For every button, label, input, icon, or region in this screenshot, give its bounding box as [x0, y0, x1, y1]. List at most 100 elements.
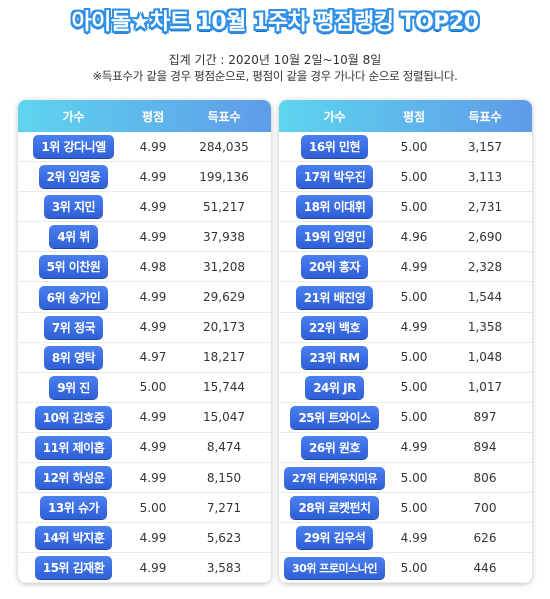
singer-rank-label: 12위 하성운	[34, 466, 113, 490]
singer-cell: 11위 제이홉	[18, 435, 129, 459]
singer-rank-label: 10위 김호중	[34, 405, 113, 429]
score-cell: 4.98	[139, 259, 167, 274]
score-cell: 4.99	[400, 320, 428, 335]
singer-rank-label: 17위 박우진	[295, 165, 374, 189]
table-row: 28위 로켓펀치 5.00 700	[279, 493, 532, 524]
table-header: 가수 평점 득표수	[279, 100, 532, 132]
score-cell: 4.99	[400, 440, 428, 455]
singer-rank-label: 15위 김재환	[34, 556, 113, 580]
votes-cell: 2,731	[467, 199, 503, 214]
score-cell: 4.99	[139, 560, 167, 575]
page-title: 아이돌★차트 10월 1주차 평점랭킹 TOP20	[71, 10, 479, 35]
table-row: 22위 백호 4.99 1,358	[279, 313, 532, 343]
singer-cell: 20위 홍자	[279, 255, 390, 279]
table-row: 17위 박우진 5.00 3,113	[279, 162, 532, 193]
table-row: 8위 영탁 4.97 18,217	[18, 343, 271, 373]
singer-cell: 24위 JR	[279, 375, 390, 399]
table-row: 15위 김재환 4.99 3,583	[18, 553, 271, 583]
votes-cell: 3,113	[467, 169, 503, 184]
header-score: 평점	[141, 109, 165, 124]
singer-cell: 28위 로켓펀치	[279, 496, 390, 520]
singer-cell: 5위 이찬원	[18, 255, 129, 279]
header-singer: 가수	[323, 109, 346, 124]
score-cell: 5.00	[400, 199, 428, 214]
singer-cell: 8위 영탁	[18, 345, 129, 369]
votes-cell: 2,328	[467, 259, 503, 274]
singer-cell: 27위 타케우치미유	[279, 466, 390, 489]
score-cell: 4.99	[139, 229, 167, 244]
singer-cell: 21위 배진영	[279, 285, 390, 309]
votes-cell: 7,271	[206, 500, 242, 515]
table-row: 13위 슈가 5.00 7,271	[18, 493, 271, 524]
singer-rank-label: 24위 JR	[305, 375, 364, 399]
singer-rank-label: 3위 지민	[43, 195, 104, 219]
votes-cell: 8,150	[206, 470, 242, 485]
singer-rank-label: 18위 이대휘	[295, 195, 374, 219]
singer-rank-label: 11위 제이홉	[34, 435, 113, 459]
singer-rank-label: 20위 홍자	[301, 255, 368, 279]
score-cell: 4.99	[139, 290, 167, 305]
score-cell: 4.99	[400, 259, 428, 274]
singer-cell: 22위 백호	[279, 315, 390, 339]
singer-cell: 12위 하성운	[18, 466, 129, 490]
votes-cell: 446	[473, 560, 497, 575]
score-cell: 4.99	[139, 410, 167, 425]
score-cell: 5.00	[400, 470, 428, 485]
singer-rank-label: 21위 배진영	[295, 285, 374, 309]
table-row: 27위 타케우치미유 5.00 806	[279, 463, 532, 494]
score-cell: 4.96	[400, 229, 428, 244]
header-votes: 득표수	[207, 109, 241, 124]
score-cell: 4.99	[139, 320, 167, 335]
singer-cell: 18위 이대휘	[279, 195, 390, 219]
singer-rank-label: 22위 백호	[301, 315, 368, 339]
singer-rank-label: 29위 김우석	[295, 526, 374, 550]
votes-cell: 1,017	[467, 380, 503, 395]
singer-cell: 9위 진	[18, 375, 129, 399]
score-cell: 5.00	[400, 169, 428, 184]
singer-cell: 19위 임영민	[279, 225, 390, 249]
votes-cell: 29,629	[203, 290, 245, 305]
table-row: 10위 김호중 4.99 15,047	[18, 403, 271, 433]
singer-cell: 30위 프로미스나인	[279, 556, 390, 579]
singer-cell: 15위 김재환	[18, 556, 129, 580]
votes-cell: 5,623	[206, 530, 242, 545]
singer-rank-label: 14위 박지훈	[34, 526, 113, 550]
votes-cell: 897	[473, 410, 497, 425]
votes-cell: 626	[473, 530, 497, 545]
singer-cell: 10위 김호중	[18, 405, 129, 429]
score-cell: 4.99	[139, 139, 167, 154]
votes-cell: 199,136	[199, 169, 249, 184]
score-cell: 4.99	[400, 530, 428, 545]
singer-rank-label: 4위 뷔	[49, 225, 98, 249]
score-cell: 5.00	[400, 500, 428, 515]
singer-rank-label: 9위 진	[49, 375, 98, 399]
table-body-right: 16위 민현 5.00 3,157 17위 박우진 5.00 3,113 18위 이대휘 5.…	[279, 132, 532, 583]
table-row: 3위 지민 4.99 51,217	[18, 192, 271, 223]
score-cell: 4.99	[139, 199, 167, 214]
singer-cell: 4위 뷔	[18, 225, 129, 249]
votes-cell: 806	[473, 470, 497, 485]
table-row: 29위 김우석 4.99 626	[279, 523, 532, 554]
singer-cell: 29위 김우석	[279, 526, 390, 550]
singer-cell: 7위 정국	[18, 315, 129, 339]
table-row: 9위 진 5.00 15,744	[18, 373, 271, 403]
singer-cell: 3위 지민	[18, 195, 129, 219]
singer-cell: 6위 송가인	[18, 285, 129, 309]
table-row: 2위 임영웅 4.99 199,136	[18, 162, 271, 193]
votes-cell: 15,047	[203, 410, 245, 425]
score-cell: 5.00	[400, 350, 428, 365]
votes-cell: 284,035	[199, 139, 249, 154]
votes-cell: 18,217	[203, 350, 245, 365]
table-row: 6위 송가인 4.99 29,629	[18, 282, 271, 313]
votes-cell: 1,544	[467, 290, 503, 305]
table-row: 18위 이대휘 5.00 2,731	[279, 192, 532, 223]
votes-cell: 3,157	[467, 139, 503, 154]
singer-rank-label: 27위 타케우치미유	[284, 466, 385, 489]
table-row: 4위 뷔 4.99 37,938	[18, 222, 271, 253]
singer-rank-label: 25위 트와이스	[290, 405, 379, 429]
table-row: 12위 하성운 4.99 8,150	[18, 463, 271, 494]
singer-rank-label: 28위 로켓펀치	[290, 496, 379, 520]
score-cell: 5.00	[400, 410, 428, 425]
score-cell: 4.99	[139, 530, 167, 545]
singer-cell: 23위 RM	[279, 345, 390, 369]
